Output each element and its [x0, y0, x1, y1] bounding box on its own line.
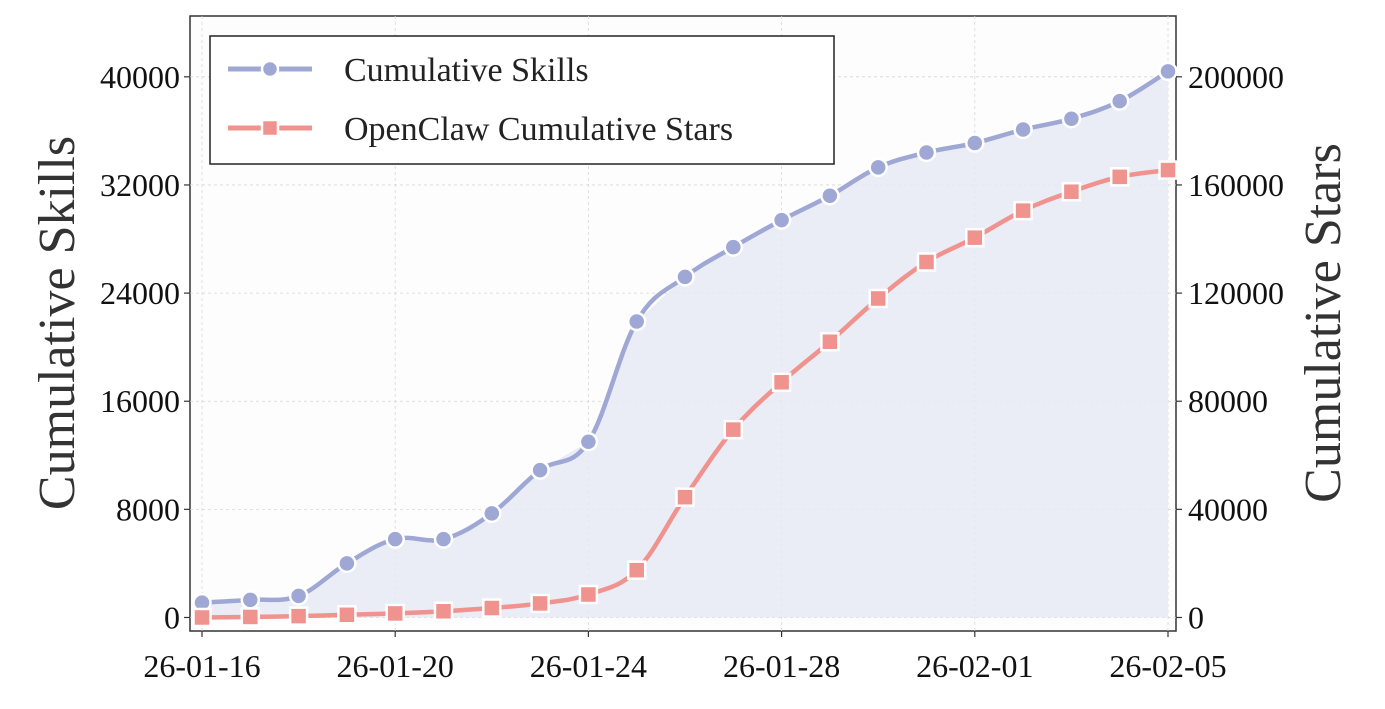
data-point-skills	[1013, 119, 1033, 140]
y2-tick-label: 160000	[1188, 167, 1284, 203]
data-point-stars	[771, 372, 792, 393]
y2-axis-title: Cumulative Stars	[1295, 143, 1352, 503]
data-point-stars	[385, 603, 405, 624]
data-point-stars	[1158, 160, 1178, 180]
y2-tick-label: 200000	[1188, 59, 1284, 95]
y-tick-label: 40000	[100, 59, 180, 95]
data-point-skills	[771, 210, 792, 230]
data-point-skills	[626, 311, 647, 332]
data-point-stars	[1061, 181, 1082, 202]
y-tick-label: 0	[164, 599, 180, 635]
axis-ticks-layer: 26-01-16 26-01-20 26-01-24 26-01-28 26-02-01…	[100, 59, 1284, 684]
data-point-stars	[192, 607, 212, 628]
y2-tick-label: 80000	[1188, 383, 1268, 419]
data-point-skills	[240, 590, 261, 610]
series-line-skills	[199, 69, 1171, 605]
data-point-skills	[578, 432, 599, 452]
data-point-stars	[916, 252, 937, 272]
data-point-skills	[1158, 61, 1178, 82]
data-point-stars	[675, 487, 695, 507]
area-fill-skills	[202, 71, 1168, 618]
data-point-stars	[868, 288, 888, 309]
area-fill-layer	[202, 71, 1168, 618]
y-tick-label: 8000	[116, 491, 180, 527]
data-point-skills	[723, 237, 744, 257]
data-point-stars	[433, 601, 454, 622]
data-point-stars	[1109, 167, 1130, 187]
data-point-stars	[578, 584, 599, 605]
y-tick-label: 24000	[100, 275, 180, 311]
legend-marker-skills	[260, 59, 280, 79]
y2-tick-label: 120000	[1188, 275, 1284, 311]
data-point-skills	[482, 503, 502, 524]
data-point-skills	[433, 529, 454, 549]
x-tick-label: 26-01-16	[143, 648, 260, 684]
data-point-stars	[1013, 200, 1033, 221]
data-point-skills	[916, 142, 937, 163]
x-tick-label: 26-01-28	[723, 648, 840, 684]
data-point-stars	[288, 606, 309, 626]
legend-marker-stars	[260, 118, 280, 138]
data-point-stars	[337, 605, 357, 625]
y2-tick-label: 40000	[1188, 491, 1268, 527]
y2-tick-label: 0	[1188, 599, 1204, 635]
y-tick-label: 16000	[100, 383, 180, 419]
legend-label-stars: OpenClaw Cumulative Stars	[344, 111, 733, 148]
data-point-stars	[240, 607, 261, 627]
x-tick-label: 26-02-05	[1109, 648, 1226, 684]
y-tick-label: 32000	[100, 167, 180, 203]
data-point-skills	[675, 267, 695, 287]
data-point-stars	[482, 598, 502, 618]
data-point-skills	[820, 186, 840, 206]
data-point-skills	[288, 586, 309, 606]
data-point-skills	[385, 529, 405, 549]
data-point-stars	[626, 560, 647, 580]
series-markers-layer	[192, 61, 1178, 628]
x-tick-label: 26-02-01	[916, 648, 1033, 684]
data-point-skills	[1061, 108, 1082, 129]
data-point-skills	[965, 133, 985, 153]
data-point-stars	[723, 419, 744, 440]
data-point-skills	[530, 460, 550, 480]
legend-box	[209, 35, 835, 165]
data-point-stars	[965, 227, 985, 248]
legend: Cumulative Skills OpenClaw Cumulative St…	[209, 35, 835, 165]
x-tick-label: 26-01-24	[530, 648, 647, 684]
data-point-skills	[868, 157, 888, 178]
legend-label-skills: Cumulative Skills	[344, 52, 589, 89]
y-axis-title: Cumulative Skills	[29, 136, 86, 510]
data-point-stars	[530, 593, 550, 614]
data-point-stars	[820, 331, 840, 352]
data-point-skills	[1109, 91, 1130, 111]
data-point-skills	[337, 553, 357, 574]
x-tick-label: 26-01-20	[337, 648, 454, 684]
